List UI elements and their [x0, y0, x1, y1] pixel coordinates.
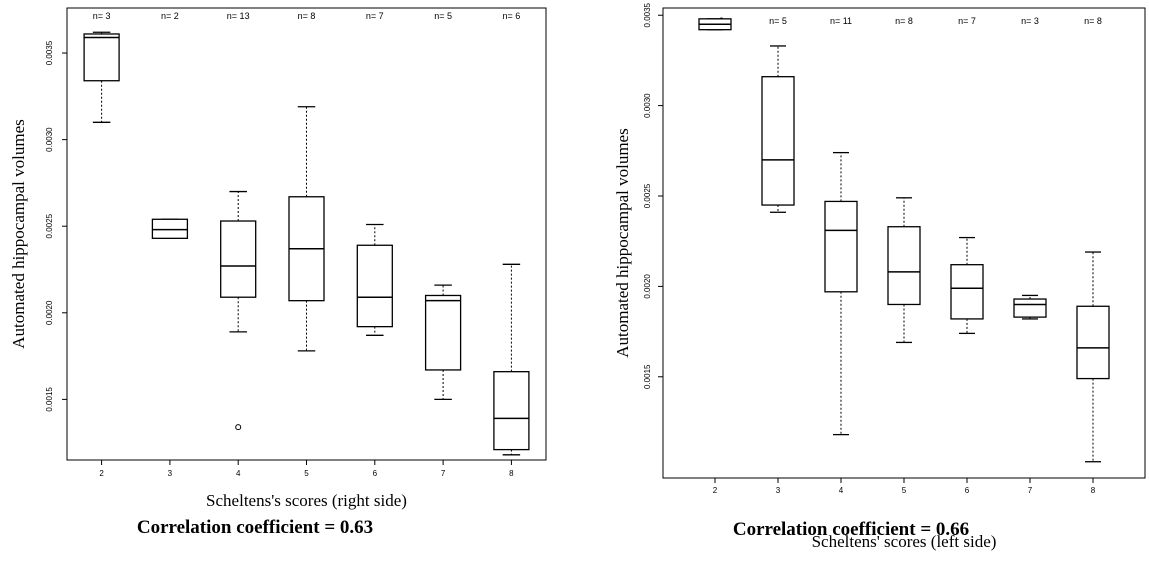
n-count-label: n= 8	[1084, 16, 1102, 26]
iqr-box	[1013, 298, 1047, 318]
x-tick-label: 6	[373, 469, 378, 478]
iqr-box	[424, 294, 462, 371]
n-count-label: n= 7	[366, 11, 384, 21]
right-correlation-caption: Correlation coefficient = 0.66	[732, 519, 970, 540]
iqr-box	[493, 371, 530, 451]
y-tick-label: 0.0025	[45, 213, 54, 238]
x-tick-label: 8	[509, 469, 514, 478]
iqr-box	[83, 33, 120, 82]
n-count-label: n= 5	[769, 16, 787, 26]
box-score-6	[950, 236, 984, 335]
left-correlation-caption: Correlation coefficient = 0.63	[136, 517, 374, 538]
box-score-7	[424, 284, 462, 401]
x-tick-label: 7	[441, 469, 446, 478]
box-score-3	[761, 45, 795, 213]
x-tick-label: 3	[168, 469, 173, 478]
iqr-box	[356, 244, 393, 328]
iqr-box	[824, 200, 858, 293]
iqr-box	[151, 218, 189, 239]
box-score-5	[288, 106, 325, 352]
x-tick-label: 4	[236, 469, 241, 478]
y-tick-label: 0.0035	[45, 40, 54, 65]
n-count-label: n= 11	[830, 16, 852, 26]
y-tick-label: 0.0015	[45, 387, 54, 412]
y-tick-label: 0.0020	[643, 274, 652, 299]
y-tick-label: 0.0030	[643, 93, 652, 118]
x-axis-label: Scheltens's scores (right side)	[206, 491, 407, 510]
n-count-label: n= 6	[503, 11, 521, 21]
x-tick-label: 3	[776, 486, 781, 495]
x-tick-label: 2	[713, 486, 718, 495]
n-count-label: n= 3	[1021, 16, 1039, 26]
y-axis-label: Automated hippocampal volumes	[613, 128, 632, 357]
x-tick-label: 4	[839, 486, 844, 495]
n-count-label: n= 7	[958, 16, 976, 26]
panel-left-side: 0.0015 0.0020 0.0025 0.0030 0.0035 2 3 4 5 6 7 8 n= …	[613, 2, 1146, 551]
iqr-box	[220, 220, 257, 298]
x-tick-label: 5	[902, 486, 907, 495]
box-score-6	[356, 223, 393, 336]
iqr-box	[1076, 305, 1110, 380]
y-tick-label: 0.0020	[45, 300, 54, 325]
x-tick-label: 5	[304, 469, 309, 478]
iqr-box	[761, 76, 795, 206]
x-tick-label: 6	[965, 486, 970, 495]
box-score-2	[83, 31, 120, 123]
y-axis-label: Automated hippocampal volumes	[9, 119, 28, 348]
y-tick-label: 0.0030	[45, 127, 54, 152]
box-score-2	[698, 18, 732, 31]
box-score-4	[220, 190, 257, 431]
y-tick-label: 0.0035	[643, 2, 652, 27]
n-count-label: n= 8	[895, 16, 913, 26]
box-score-7	[1013, 294, 1047, 320]
n-count-label: n= 8	[298, 11, 316, 21]
box-score-4	[824, 151, 858, 436]
n-count-label: n= 2	[161, 11, 179, 21]
x-tick-label: 2	[99, 469, 104, 478]
box-score-8	[493, 263, 530, 456]
iqr-box	[887, 226, 921, 306]
box-score-8	[1076, 251, 1110, 463]
n-count-label: n= 3	[93, 11, 111, 21]
y-tick-label: 0.0015	[643, 364, 652, 389]
x-tick-label: 7	[1028, 486, 1033, 495]
y-tick-label: 0.0025	[643, 183, 652, 208]
x-axis-label: Scheltens' scores (left side)	[812, 532, 997, 551]
iqr-box	[950, 264, 984, 320]
panel-right-side: 0.0015 0.0020 0.0025 0.0030 0.0035 2 3 4 5 6 7 8 n= …	[9, 7, 547, 510]
box-score-5	[887, 197, 921, 344]
n-count-label: n= 5	[434, 11, 452, 21]
outlier-point	[235, 424, 242, 431]
n-count-label: n= 13	[227, 11, 250, 21]
x-tick-label: 8	[1091, 486, 1096, 495]
box-score-3	[151, 218, 189, 239]
